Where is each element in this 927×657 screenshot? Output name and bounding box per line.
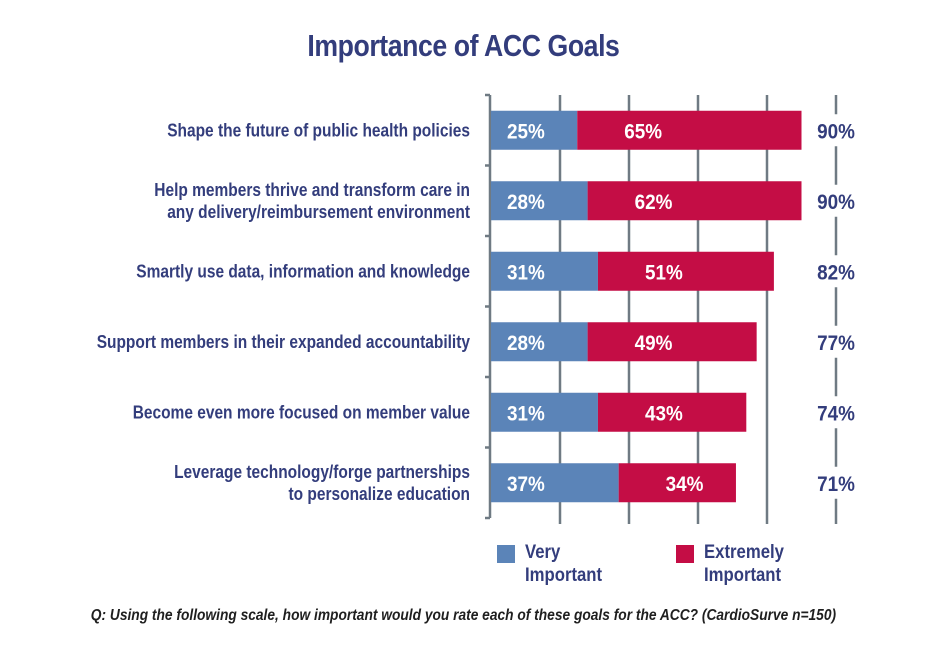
total-label: 90%	[817, 191, 855, 214]
bar-extremely-important	[597, 251, 774, 291]
legend-label-line1: Very	[525, 542, 561, 563]
total-label: 82%	[817, 261, 855, 284]
total-label: 90%	[817, 120, 855, 143]
total-label: 77%	[817, 332, 855, 355]
bar-extremely-important	[587, 181, 802, 221]
bar-value-label: 65%	[624, 120, 662, 143]
legend-swatch-very-important	[497, 545, 515, 563]
survey-footnote: Q: Using the following scale, how import…	[90, 607, 837, 624]
total-label: 71%	[817, 473, 855, 496]
bar-very-important	[491, 181, 588, 221]
bar-very-important	[491, 392, 598, 432]
category-label: Smartly use data, information and knowle…	[136, 261, 470, 281]
bar-value-label: 28%	[507, 191, 545, 214]
legend-item-very-important: Very Important	[497, 541, 665, 587]
bar-value-label: 62%	[635, 191, 673, 214]
bar-very-important	[491, 110, 578, 150]
legend-label-line2: Important	[704, 565, 782, 586]
category-label: Become even more focused on member value	[133, 402, 470, 422]
bar-value-label: 31%	[507, 261, 545, 284]
bar-value-label: 49%	[635, 332, 673, 355]
bars	[491, 110, 802, 503]
bar-very-important	[491, 322, 588, 362]
bar-value-label: 34%	[666, 473, 704, 496]
bar-value-label: 25%	[507, 120, 545, 143]
chart-title: Importance of ACC Goals	[307, 28, 620, 63]
category-label: Support members in their expanded accoun…	[97, 332, 470, 352]
legend-swatch-extremely-important	[676, 545, 694, 563]
bar-value-label: 51%	[645, 261, 683, 284]
gridlines	[485, 93, 838, 524]
labels: 25% 65% 90% Shape the future of public heal…	[97, 120, 855, 504]
category-label: any delivery/reimbursement environment	[167, 202, 470, 222]
bar-extremely-important	[577, 110, 802, 150]
legend-label-line2: Important	[525, 565, 603, 586]
bar-value-label: 37%	[507, 473, 545, 496]
bar-value-label: 31%	[507, 402, 545, 425]
legend-item-extremely-important: Extremely Important	[676, 541, 844, 587]
bar-very-important	[491, 251, 598, 291]
category-label: Leverage technology/forge partnerships	[174, 462, 470, 482]
category-label: Help members thrive and transform care i…	[154, 180, 470, 200]
bar-value-label: 43%	[645, 402, 683, 425]
category-label: Shape the future of public health polici…	[167, 120, 470, 140]
category-label: to personalize education	[289, 484, 471, 504]
bar-extremely-important	[618, 463, 736, 503]
bar-value-label: 28%	[507, 332, 545, 355]
bar-chart: 25% 65% 90% Shape the future of public heal…	[97, 93, 855, 524]
bar-extremely-important	[597, 392, 747, 432]
legend-label-line1: Extremely	[704, 542, 784, 563]
total-label: 74%	[817, 402, 855, 425]
bar-very-important	[491, 463, 619, 503]
bar-extremely-important	[587, 322, 757, 362]
